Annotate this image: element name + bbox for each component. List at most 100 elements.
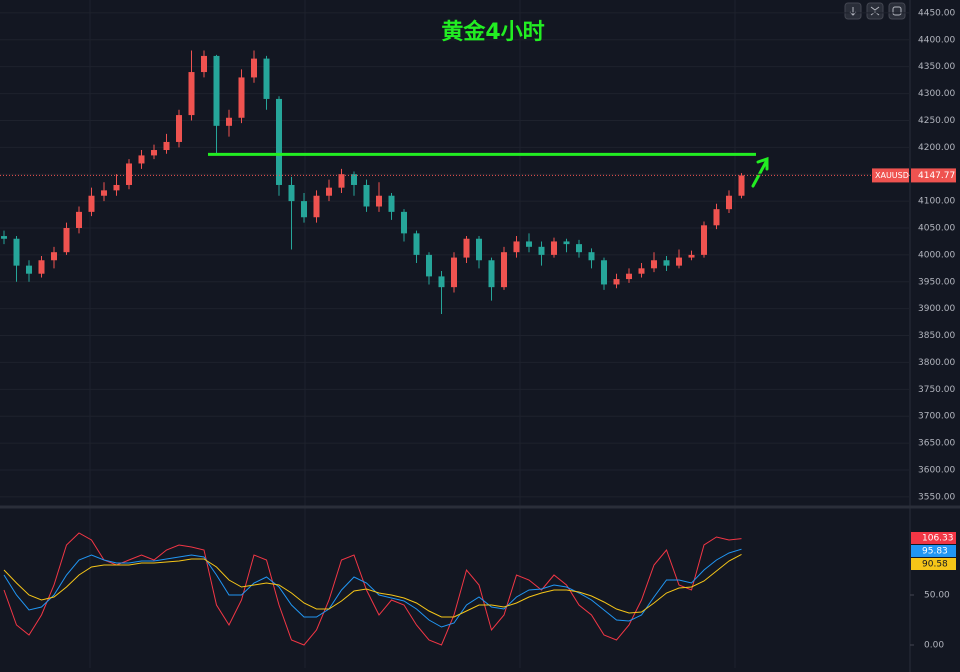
candle-body bbox=[88, 195, 95, 212]
y-tick-label: 4350.00 bbox=[918, 62, 955, 72]
candle-body bbox=[238, 77, 245, 118]
candle-body bbox=[138, 155, 145, 164]
candle-body bbox=[601, 260, 607, 285]
maximize-button[interactable] bbox=[888, 2, 906, 20]
candle-body bbox=[538, 246, 545, 255]
y-tick-label: 4050.00 bbox=[918, 223, 955, 233]
candle-body bbox=[151, 150, 157, 156]
y-tick-label: 3550.00 bbox=[918, 492, 955, 502]
oscillator-line bbox=[3, 548, 742, 628]
candle-body bbox=[338, 174, 345, 188]
toolbar bbox=[844, 2, 906, 20]
y-tick-label: 3800.00 bbox=[918, 358, 955, 368]
y-tick-label: 0.00 bbox=[924, 641, 944, 651]
value-label-bg bbox=[911, 558, 956, 570]
candle-body bbox=[426, 254, 432, 277]
chart-title: 黄金4小时 bbox=[441, 19, 544, 45]
candle-body bbox=[63, 227, 70, 253]
candle-body bbox=[513, 241, 520, 253]
y-tick-label: 4450.00 bbox=[918, 8, 955, 18]
candle-body bbox=[51, 252, 57, 261]
oscillator-line bbox=[3, 532, 742, 646]
symbol-label-bg bbox=[872, 168, 909, 183]
candle-body bbox=[376, 195, 382, 207]
value-label-bg bbox=[911, 532, 956, 544]
candle-body bbox=[76, 211, 82, 228]
candle-body bbox=[1, 236, 7, 239]
y-tick-label: 3750.00 bbox=[918, 385, 955, 395]
candle-body bbox=[213, 55, 220, 126]
candle-body bbox=[576, 244, 582, 253]
y-tick-label: 4000.00 bbox=[918, 250, 955, 260]
price-label-bg bbox=[911, 168, 956, 183]
candle-body bbox=[363, 184, 370, 207]
candle-body bbox=[188, 72, 195, 116]
candle-body bbox=[113, 184, 120, 191]
candle-body bbox=[251, 58, 257, 78]
candle-body bbox=[501, 252, 507, 288]
y-tick-label: 4300.00 bbox=[918, 89, 955, 99]
candle-body bbox=[101, 190, 107, 196]
candle-body bbox=[726, 195, 732, 210]
y-tick-label: 3700.00 bbox=[918, 412, 955, 422]
candle-body bbox=[738, 175, 745, 196]
candle-body bbox=[38, 260, 45, 274]
price-label: 4147.77 bbox=[918, 171, 955, 181]
candle-body bbox=[488, 260, 495, 288]
icon bbox=[892, 6, 902, 16]
icon bbox=[870, 6, 880, 16]
candle-body bbox=[413, 233, 420, 255]
value-label-bg bbox=[911, 545, 956, 557]
candle-body bbox=[388, 195, 395, 212]
y-tick-label: 3950.00 bbox=[918, 277, 955, 287]
y-tick-label: 4250.00 bbox=[918, 116, 955, 126]
y-tick-label: 4200.00 bbox=[918, 143, 955, 153]
candle-body bbox=[613, 279, 620, 285]
candle-body bbox=[401, 211, 407, 234]
candle-body bbox=[676, 257, 682, 266]
candle-body bbox=[713, 209, 720, 226]
candle-body bbox=[313, 195, 320, 218]
candle-body bbox=[526, 241, 532, 247]
candle-body bbox=[26, 265, 32, 274]
candle-body bbox=[651, 260, 657, 269]
candle-body bbox=[663, 260, 670, 266]
y-tick-label: 50.00 bbox=[924, 591, 950, 601]
value-label: 106.33 bbox=[922, 534, 954, 544]
candle-body bbox=[688, 254, 695, 258]
candle-body bbox=[588, 252, 595, 261]
value-label: 90.58 bbox=[922, 560, 948, 570]
y-tick-label: 3850.00 bbox=[918, 331, 955, 341]
oscillator-line bbox=[3, 553, 742, 618]
candle-body bbox=[201, 55, 207, 73]
value-label: 95.83 bbox=[922, 547, 948, 557]
y-tick-label: 4100.00 bbox=[918, 197, 955, 207]
candle-body bbox=[438, 276, 445, 288]
candle-body bbox=[351, 174, 357, 185]
candle-body bbox=[326, 187, 332, 196]
candle-body bbox=[288, 184, 295, 202]
collapse-button[interactable] bbox=[866, 2, 884, 20]
candle-body bbox=[263, 58, 270, 99]
candle-body bbox=[226, 117, 232, 126]
candle-body bbox=[563, 241, 570, 245]
y-tick-label: 3650.00 bbox=[918, 439, 955, 449]
candle-body bbox=[701, 225, 707, 255]
candle-body bbox=[176, 115, 182, 142]
candle-body bbox=[276, 98, 282, 185]
y-tick-label: 4400.00 bbox=[918, 35, 955, 45]
symbol-label: XAUUSD bbox=[875, 171, 909, 180]
candle-body bbox=[451, 257, 457, 288]
y-tick-label: 3900.00 bbox=[918, 304, 955, 314]
candle-body bbox=[476, 238, 482, 261]
candle-body bbox=[551, 241, 557, 255]
candle-body bbox=[163, 141, 170, 151]
candle-body bbox=[626, 273, 632, 280]
candle-body bbox=[463, 238, 470, 258]
candle-body bbox=[301, 201, 307, 218]
y-tick-label: 3600.00 bbox=[918, 465, 955, 475]
candle-body bbox=[126, 163, 132, 185]
candle-body bbox=[638, 268, 645, 274]
candle-body bbox=[13, 238, 20, 266]
